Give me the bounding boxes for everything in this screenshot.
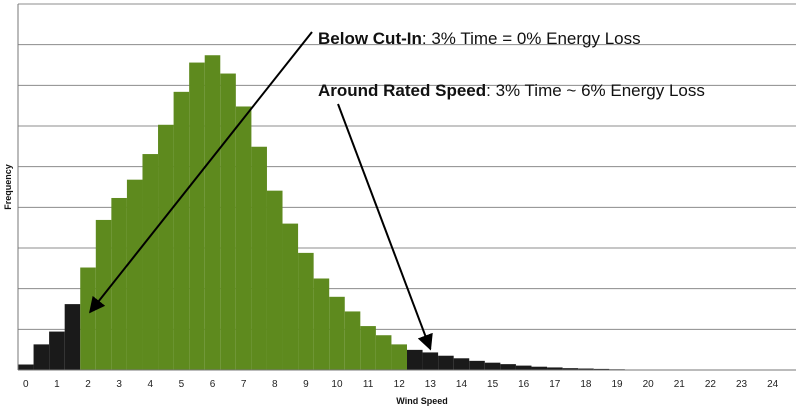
annotations: Below Cut-In: 3% Time = 0% Energy Loss Ar… — [89, 29, 705, 351]
histogram-bar — [251, 146, 267, 370]
histogram-bar — [438, 355, 454, 370]
x-tick-label: 10 — [331, 379, 343, 390]
x-tick-labels: 0 1 2 3 4 5 6 7 8 9 10 11 12 13 14 15 16 17 18 19 20 21 22 23 24 — [23, 379, 779, 390]
histogram-bar — [484, 362, 501, 370]
annotation-arrow — [337, 103, 433, 351]
x-tick-label: 1 — [54, 379, 60, 390]
histogram-bar — [344, 311, 361, 370]
histogram-bar — [593, 368, 610, 370]
histogram-bar — [531, 366, 548, 370]
histogram-bar — [407, 349, 423, 370]
x-tick-label: 6 — [210, 379, 216, 390]
x-tick-label: 23 — [736, 379, 748, 390]
histogram-bar — [204, 55, 221, 371]
histogram-bar — [64, 304, 81, 370]
x-tick-label: 19 — [611, 379, 623, 390]
x-tick-label: 22 — [705, 379, 717, 390]
annotation-text: Below Cut-In: 3% Time = 0% Energy Loss — [318, 29, 641, 48]
x-tick-label: 5 — [179, 379, 185, 390]
histogram-bar — [126, 179, 143, 370]
x-tick-label: 24 — [767, 379, 779, 390]
x-tick-label: 21 — [674, 379, 686, 390]
histogram-bar — [18, 364, 34, 370]
x-tick-label: 9 — [303, 379, 309, 390]
histogram-bar — [220, 73, 236, 370]
histogram-bar — [158, 124, 174, 370]
histogram-bar — [80, 267, 96, 370]
x-tick-label: 2 — [85, 379, 91, 390]
histogram-bar — [422, 352, 439, 370]
x-tick-label: 15 — [487, 379, 499, 390]
histogram-bar — [578, 368, 594, 370]
histogram-bar — [391, 344, 407, 370]
histogram-bar — [547, 367, 563, 370]
histogram-bars — [18, 55, 625, 371]
histogram-bar — [189, 62, 205, 371]
histogram-bar — [282, 223, 299, 370]
histogram-bar — [266, 190, 283, 370]
histogram-bar — [360, 326, 376, 370]
histogram-bar — [111, 197, 127, 370]
histogram-bar — [142, 154, 159, 370]
x-tick-label: 11 — [363, 379, 374, 390]
x-tick-label: 18 — [580, 379, 592, 390]
x-tick-label: 0 — [23, 379, 29, 390]
histogram-bar — [235, 106, 252, 370]
histogram-bar — [453, 358, 470, 370]
histogram-bar — [49, 331, 65, 370]
annotation-arrow — [89, 31, 313, 314]
x-tick-label: 13 — [425, 379, 437, 390]
histogram-bar — [33, 344, 50, 370]
histogram-bar — [329, 296, 345, 370]
y-axis-title: Frequency — [3, 164, 13, 210]
histogram-bar — [515, 365, 532, 370]
x-tick-label: 4 — [147, 379, 153, 390]
histogram-bar — [173, 91, 190, 370]
x-tick-label: 8 — [272, 379, 278, 390]
x-tick-label: 12 — [394, 379, 406, 390]
histogram-bar — [375, 335, 392, 370]
x-tick-label: 14 — [456, 379, 468, 390]
x-tick-label: 7 — [241, 379, 247, 390]
histogram-bar — [298, 252, 314, 370]
histogram-bar — [562, 368, 579, 370]
histogram-bar — [313, 278, 330, 370]
histogram-bar — [500, 364, 516, 370]
x-tick-label: 16 — [518, 379, 530, 390]
annotation-text: Around Rated Speed: 3% Time ~ 6% Energy … — [318, 81, 705, 100]
x-tick-label: 17 — [549, 379, 561, 390]
x-tick-label: 20 — [643, 379, 655, 390]
histogram-bar — [469, 360, 485, 370]
x-axis-title: Wind Speed — [396, 396, 447, 406]
x-tick-label: 3 — [116, 379, 122, 390]
